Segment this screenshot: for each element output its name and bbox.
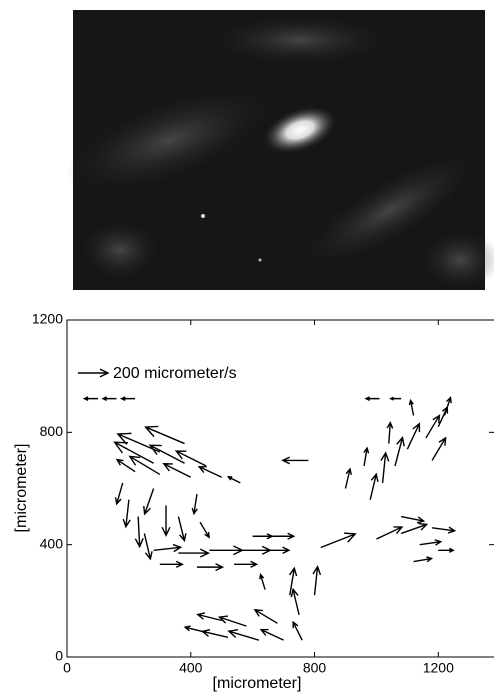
velocity-arrow xyxy=(425,414,441,439)
velocity-arrow xyxy=(290,587,300,616)
velocity-arrow xyxy=(401,515,426,524)
velocity-arrow xyxy=(199,521,210,539)
plot-frame xyxy=(66,319,494,658)
y-tick-label: 1200 xyxy=(32,311,63,327)
velocity-arrow xyxy=(271,532,296,540)
velocity-arrow xyxy=(292,620,303,641)
velocity-arrow xyxy=(281,456,309,465)
velocity-arrow xyxy=(196,563,225,572)
velocity-arrow xyxy=(265,546,291,555)
velocity-arrow xyxy=(143,533,153,561)
velocity-arrow xyxy=(438,547,455,553)
velocity-arrow xyxy=(288,566,298,596)
y-tick-label: 400 xyxy=(40,535,64,551)
velocity-arrow xyxy=(161,505,171,537)
velocity-arrow xyxy=(363,446,370,467)
x-tick-label: 400 xyxy=(179,660,203,676)
velocity-arrow xyxy=(191,494,198,516)
velocity-arrow xyxy=(389,396,402,401)
velocity-arrow xyxy=(148,444,185,464)
velocity-arrow xyxy=(122,499,131,529)
velocity-arrow xyxy=(259,628,284,641)
velocity-arrow xyxy=(196,612,222,622)
velocity-arrow xyxy=(253,608,278,624)
velocity-arrow xyxy=(344,467,352,489)
velocity-arrow xyxy=(178,548,211,558)
velocity-arrow xyxy=(144,425,185,445)
y-axis-label: [micrometer] xyxy=(13,444,30,533)
x-tick-label: 1200 xyxy=(423,660,454,676)
velocity-arrow xyxy=(227,628,260,641)
velocity-arrow xyxy=(408,398,415,416)
velocity-arrow xyxy=(119,396,136,402)
velocity-arrow xyxy=(431,436,447,461)
velocity-arrow xyxy=(82,396,98,402)
velocity-arrow xyxy=(369,472,379,500)
velocity-arrow xyxy=(174,450,207,467)
arrows xyxy=(82,395,457,641)
velocity-arrow xyxy=(364,396,380,402)
velocity-arrow xyxy=(443,395,452,416)
velocity-arrow xyxy=(115,458,136,473)
velocity-arrow xyxy=(259,573,266,590)
velocity-arrow xyxy=(234,560,259,568)
x-tick-label: 800 xyxy=(303,660,327,676)
velocity-arrow xyxy=(406,422,421,450)
y-tick-label: 800 xyxy=(40,423,64,439)
velocity-arrow xyxy=(320,532,357,549)
velocity-arrow xyxy=(183,625,204,633)
scale-label: 200 micrometer/s xyxy=(113,365,237,382)
velocity-arrow xyxy=(114,482,124,506)
velocity-arrow xyxy=(101,396,117,402)
velocity-arrow xyxy=(400,522,429,535)
velocity-arrow xyxy=(394,435,405,467)
velocity-arrow xyxy=(217,615,247,627)
velocity-arrow xyxy=(143,488,155,516)
x-tick-label: 0 xyxy=(63,660,71,676)
velocity-arrow xyxy=(134,516,144,549)
velocity-arrow xyxy=(197,465,223,478)
velocity-arrow xyxy=(113,441,154,464)
velocity-arrow xyxy=(376,526,404,540)
velocity-arrow xyxy=(432,526,457,534)
velocity-arrow xyxy=(159,560,184,568)
velocity-arrow xyxy=(312,565,322,596)
velocity-arrow xyxy=(380,451,390,483)
quiver-plot xyxy=(66,319,494,658)
velocity-arrow xyxy=(128,455,161,476)
velocity-arrow xyxy=(177,516,187,543)
velocity-arrow xyxy=(226,476,241,484)
microscope-image xyxy=(65,10,494,290)
velocity-arrow xyxy=(419,539,443,546)
velocity-arrow xyxy=(153,543,183,553)
velocity-arrow xyxy=(162,463,192,478)
x-axis-label: [micrometer] xyxy=(213,675,302,692)
velocity-arrow xyxy=(413,556,434,563)
scale-arrow xyxy=(78,368,110,378)
y-tick-label: 0 xyxy=(55,648,63,664)
velocity-arrow xyxy=(386,420,394,444)
